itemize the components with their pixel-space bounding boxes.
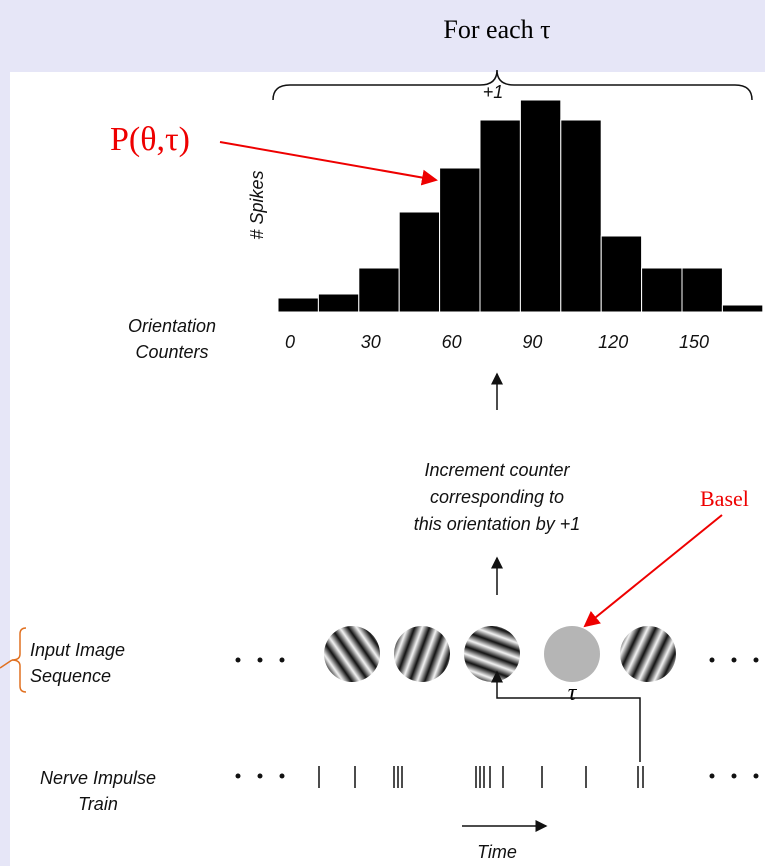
step-text: Increment counter (424, 460, 570, 480)
brace (272, 69, 753, 101)
bar (358, 267, 400, 313)
x-ticks: 0 30 60 90 120 150 (285, 332, 709, 352)
increment-label: +1 (483, 82, 504, 102)
nerve-label: Nerve Impulse (40, 768, 156, 788)
bracket (0, 627, 27, 693)
step-text: this orientation by +1 (414, 514, 581, 534)
nerve-label: Train (78, 794, 118, 814)
bar (439, 167, 481, 313)
bar (398, 211, 441, 313)
x-label: Orientation (128, 316, 216, 336)
bar (721, 304, 764, 313)
pointer-arrow (219, 141, 438, 186)
bar (560, 119, 602, 313)
input-label: Sequence (30, 666, 111, 686)
x-tick-label: 120 (598, 332, 628, 352)
bar (317, 293, 360, 313)
bar (277, 297, 319, 313)
lag-arrow (491, 670, 641, 762)
bar (600, 235, 643, 313)
tau-label: τ (568, 680, 578, 706)
x-tick-label: 30 (361, 332, 381, 352)
x-tick-label: 60 (442, 332, 462, 352)
p-label: P(θ,τ) (110, 121, 190, 158)
baseline-arrow (583, 514, 723, 628)
x-tick-label: 0 (285, 332, 295, 352)
bar (519, 99, 562, 313)
bar (681, 267, 723, 313)
x-tick-label: 150 (679, 332, 709, 352)
time-label: Time (477, 842, 517, 862)
x-tick-label: 90 (522, 332, 542, 352)
baseline-label: Basel (700, 486, 749, 511)
input-label: Input Image (30, 640, 125, 660)
y-label: # Spikes (247, 170, 267, 239)
bar (641, 267, 683, 313)
gratings (324, 626, 676, 682)
title: For each τ (443, 15, 550, 44)
bar (479, 119, 521, 313)
dots (235, 657, 759, 779)
figure-background (10, 72, 765, 866)
step-text: corresponding to (430, 487, 564, 507)
histogram (277, 99, 764, 313)
spike-train (318, 766, 644, 788)
x-label: Counters (135, 342, 208, 362)
